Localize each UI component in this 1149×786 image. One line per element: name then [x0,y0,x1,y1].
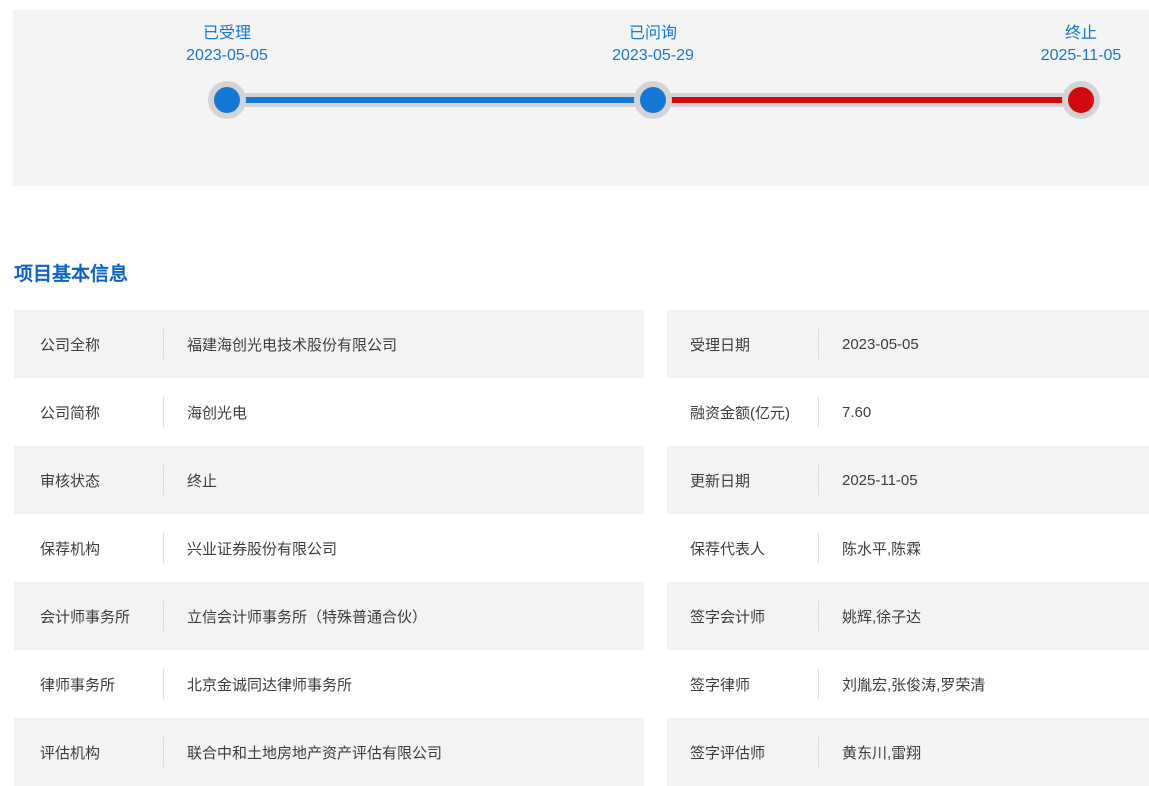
field-label: 公司简称 [40,404,101,422]
label-value-divider [818,329,819,359]
table-row: 融资金额(亿元) 7.60 [667,378,1149,446]
field-value: 终止 [187,472,218,490]
milestone-terminated: 终止 2025-11-05 [1041,23,1122,67]
label-value-divider [163,669,164,699]
field-value: 刘胤宏,张俊涛,罗荣清 [842,676,986,694]
field-value: 2023-05-05 [842,335,919,353]
milestone-date: 2025-11-05 [1040,47,1122,64]
field-value: 福建海创光电技术股份有限公司 [187,336,398,354]
table-row: 签字律师 刘胤宏,张俊涛,罗荣清 [667,650,1149,718]
field-value: 7.60 [842,403,872,421]
field-value: 陈水平,陈霖 [842,540,922,558]
table-row: 律师事务所 北京金诚同达律师事务所 [14,650,644,718]
table-row: 保荐机构 兴业证券股份有限公司 [14,514,644,582]
table-row: 评估机构 联合中和土地房地产资产评估有限公司 [14,718,644,786]
field-value: 立信会计师事务所（特殊普通合伙） [187,608,428,626]
label-value-divider [163,465,164,495]
table-row: 公司简称 海创光电 [14,378,644,446]
milestone-date: 2023-05-05 [186,47,268,64]
field-value: 2025-11-05 [842,471,918,489]
field-value: 姚辉,徐子达 [842,608,922,626]
section-title: 项目基本信息 [14,263,129,285]
table-row: 更新日期 2025-11-05 [667,446,1149,514]
timeline-segment-accepted-to-inquired [227,97,653,103]
field-label: 更新日期 [690,472,751,490]
milestone-inquired: 已问询 2023-05-29 [612,23,694,67]
timeline-dot-terminated [1068,87,1094,113]
label-value-divider [163,601,164,631]
label-value-divider [818,737,819,767]
milestone-date: 2023-05-29 [612,47,694,64]
field-label: 受理日期 [690,336,751,354]
field-label: 签字会计师 [690,608,766,626]
milestone-stage-label: 已受理 [202,25,251,42]
table-row: 保荐代表人 陈水平,陈霖 [667,514,1149,582]
label-value-divider [163,397,164,427]
field-value: 北京金诚同达律师事务所 [187,676,353,694]
field-label: 评估机构 [40,744,101,762]
label-value-divider [163,533,164,563]
timeline-segment-inquired-to-terminated [653,97,1081,103]
field-label: 律师事务所 [40,676,116,694]
review-timeline: 已受理 2023-05-05 已问询 2023-05-29 终止 2025-11… [13,10,1149,186]
table-row: 审核状态 终止 [14,446,644,514]
milestone-accepted: 已受理 2023-05-05 [186,23,268,67]
table-row: 公司全称 福建海创光电技术股份有限公司 [14,310,644,378]
timeline-dot-accepted [214,87,240,113]
field-label: 会计师事务所 [40,608,131,626]
field-label: 签字评估师 [690,744,766,762]
field-label: 审核状态 [40,472,101,490]
milestone-stage-label: 已问询 [628,25,677,42]
table-row: 会计师事务所 立信会计师事务所（特殊普通合伙） [14,582,644,650]
label-value-divider [163,737,164,767]
label-value-divider [163,329,164,359]
table-row: 受理日期 2023-05-05 [667,310,1149,378]
field-value: 黄东川,雷翔 [842,744,922,762]
label-value-divider [818,669,819,699]
field-label: 保荐代表人 [690,540,766,558]
field-value: 兴业证券股份有限公司 [187,540,338,558]
label-value-divider [818,601,819,631]
project-info-table-right: 受理日期 2023-05-05 融资金额(亿元) 7.60 更新日期 2025-… [667,310,1149,786]
label-value-divider [818,397,819,427]
table-row: 签字评估师 黄东川,雷翔 [667,718,1149,786]
field-label: 签字律师 [690,676,751,694]
table-row: 签字会计师 姚辉,徐子达 [667,582,1149,650]
field-label: 公司全称 [40,336,101,354]
timeline-dot-inquired [640,87,666,113]
field-label: 融资金额(亿元) [690,404,790,422]
project-info-table-left: 公司全称 福建海创光电技术股份有限公司 公司简称 海创光电 审核状态 终止 保荐… [14,310,644,786]
label-value-divider [818,465,819,495]
milestone-stage-label: 终止 [1064,25,1097,42]
field-label: 保荐机构 [40,540,101,558]
label-value-divider [818,533,819,563]
field-value: 联合中和土地房地产资产评估有限公司 [187,744,443,762]
field-value: 海创光电 [187,404,248,422]
